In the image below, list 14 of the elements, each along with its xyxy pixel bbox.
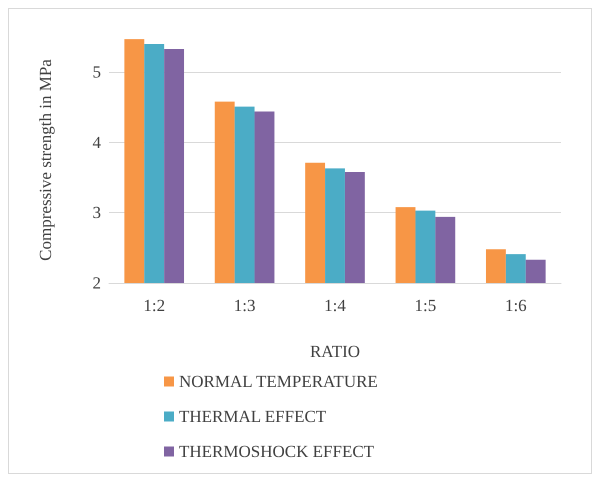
x-tick-label: 1:5 [414,296,436,315]
x-axis-title: RATIO [310,342,360,361]
x-tick-label: 1:3 [234,296,256,315]
x-tick-label: 1:4 [324,296,346,315]
legend-label: THERMAL EFFECT [179,407,327,426]
x-tick-label: 1:2 [143,296,166,315]
y-axis-title: Compressive strength in MPa [36,58,55,261]
y-tick-label: 2 [92,274,101,292]
y-tick-label: 4 [92,132,102,152]
legend-label: THERMOSHOCK EFFECT [179,442,375,461]
legend-label: NORMAL TEMPERATURE [179,372,378,391]
y-tick-label: 3 [92,203,101,222]
y-tick-label: 5 [92,62,101,82]
x-tick-label: 1:6 [504,296,527,315]
